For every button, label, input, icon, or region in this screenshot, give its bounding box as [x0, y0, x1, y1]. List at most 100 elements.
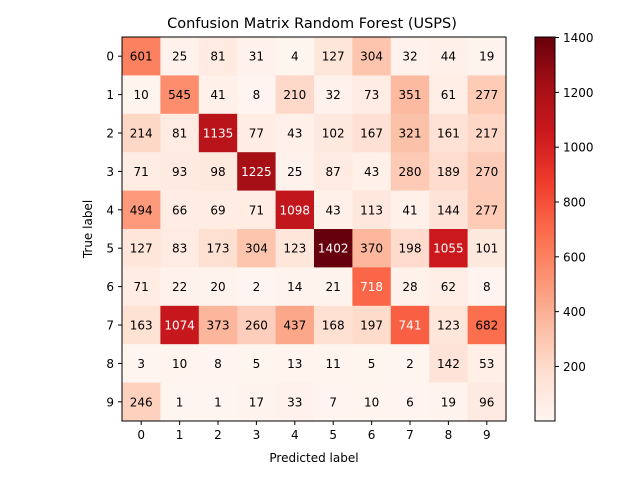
- cell-value-label: 71: [134, 280, 149, 294]
- heatmap-cell: [467, 344, 507, 384]
- heatmap-cell: [122, 382, 161, 422]
- y-tick-label: 6: [106, 280, 114, 294]
- heatmap-cell: [352, 152, 392, 192]
- y-tick-label: 3: [106, 165, 114, 179]
- cell-value-label: 163: [130, 319, 153, 333]
- heatmap-cell: [429, 113, 469, 153]
- cell-value-label: 5: [253, 357, 261, 371]
- cell-value-label: 98: [210, 165, 225, 179]
- cell-value-label: 304: [360, 50, 383, 64]
- chart-title: Confusion Matrix Random Forest (USPS): [167, 16, 457, 32]
- cell-value-label: 71: [134, 165, 149, 179]
- y-tick-label: 8: [106, 357, 114, 371]
- cell-value-label: 43: [364, 165, 379, 179]
- y-axis-label: True label: [81, 200, 95, 259]
- heatmap-cell: [352, 344, 392, 384]
- cell-value-label: 10: [364, 395, 379, 409]
- cell-value-label: 144: [437, 203, 460, 217]
- cell-value-label: 4: [291, 50, 299, 64]
- cell-value-label: 41: [210, 88, 225, 102]
- x-tick-label: 9: [483, 428, 491, 442]
- heatmap-cell: [275, 37, 315, 76]
- heatmap-cell: [122, 75, 161, 115]
- colorbar-tick-label: 1200: [563, 86, 594, 100]
- heatmap-cell: [390, 75, 430, 115]
- x-axis-label: Predicted label: [269, 451, 358, 465]
- heatmap-cell: [467, 190, 507, 230]
- cell-value-label: 53: [479, 357, 494, 371]
- cell-value-label: 28: [402, 280, 417, 294]
- y-tick-label: 0: [106, 50, 114, 64]
- cell-value-label: 1135: [203, 127, 234, 141]
- heatmap-cell: [198, 113, 238, 153]
- y-tick-label: 9: [106, 395, 114, 409]
- cell-value-label: 123: [283, 242, 306, 256]
- heatmap-cell: [314, 190, 353, 230]
- heatmap-cell: [314, 305, 353, 345]
- heatmap-cell: [390, 344, 430, 384]
- heatmap-cell: [198, 190, 238, 230]
- cell-value-label: 73: [364, 88, 379, 102]
- cell-value-label: 10: [172, 357, 187, 371]
- colorbar: [534, 36, 556, 422]
- heatmap-cell: [352, 382, 392, 422]
- cell-value-label: 741: [399, 319, 422, 333]
- colorbar-tick-label: 600: [563, 250, 586, 264]
- cell-value-label: 69: [210, 203, 225, 217]
- cell-value-label: 41: [402, 203, 417, 217]
- heatmap-cell: [122, 152, 161, 192]
- cell-value-label: 168: [322, 319, 345, 333]
- heatmap-cell: [429, 382, 469, 422]
- heatmap-cell: [198, 344, 238, 384]
- heatmap-cell: [237, 113, 277, 153]
- cell-value-label: 17: [249, 395, 264, 409]
- heatmap-cell: [237, 229, 277, 268]
- heatmap-cell: [390, 382, 430, 422]
- heatmap-cell: [160, 267, 200, 307]
- heatmap-cell: [467, 382, 507, 422]
- cell-value-label: 13: [287, 357, 302, 371]
- cell-value-label: 96: [479, 395, 494, 409]
- cell-value-label: 43: [287, 127, 302, 141]
- heatmap-cell: [314, 267, 353, 307]
- heatmap-cell: [314, 152, 353, 192]
- heatmap-cell: [122, 344, 161, 384]
- cell-value-label: 71: [249, 203, 264, 217]
- cell-value-label: 1074: [164, 319, 195, 333]
- heatmap-cell: [237, 190, 277, 230]
- heatmap-cell: [429, 344, 469, 384]
- cell-value-label: 682: [475, 319, 498, 333]
- cell-value-label: 246: [130, 395, 153, 409]
- heatmap-cell: [198, 305, 238, 345]
- cell-value-label: 161: [437, 127, 460, 141]
- heatmap-cell: [429, 75, 469, 115]
- cell-value-label: 1: [176, 395, 184, 409]
- cell-value-label: 214: [130, 127, 153, 141]
- heatmap-cell: [122, 229, 161, 268]
- cell-value-label: 210: [283, 88, 306, 102]
- heatmap-cell: [198, 37, 238, 76]
- colorbar-tick-label: 800: [563, 196, 586, 210]
- x-tick-label: 3: [253, 428, 261, 442]
- cell-value-label: 8: [214, 357, 222, 371]
- cell-value-label: 277: [475, 203, 498, 217]
- cell-value-label: 277: [475, 88, 498, 102]
- x-tick-label: 0: [137, 428, 145, 442]
- heatmap-cell: [467, 113, 507, 153]
- heatmap-cell: [237, 267, 277, 307]
- plot-frame: [121, 36, 507, 422]
- heatmap-cell: [275, 267, 315, 307]
- cell-value-label: 494: [130, 203, 153, 217]
- x-tick-label: 4: [291, 428, 299, 442]
- cell-value-label: 87: [326, 165, 341, 179]
- heatmap-cell: [160, 75, 200, 115]
- x-tick-label: 8: [445, 428, 453, 442]
- heatmap-cell: [429, 37, 469, 76]
- heatmap-cell: [429, 305, 469, 345]
- heatmap-cell: [198, 267, 238, 307]
- heatmap-cell: [160, 344, 200, 384]
- cell-value-label: 1098: [280, 203, 311, 217]
- heatmap-cell: [237, 37, 277, 76]
